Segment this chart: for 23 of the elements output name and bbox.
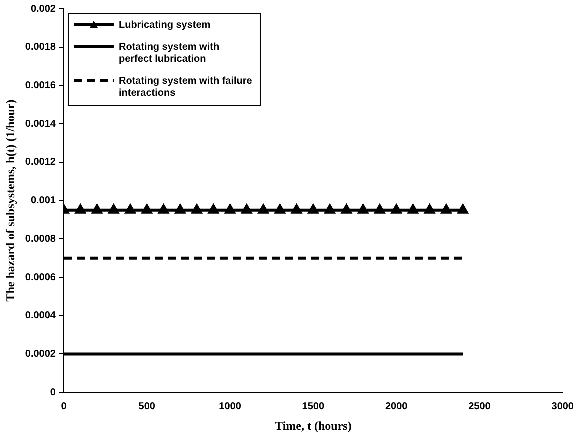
- x-tick-label: 2500: [468, 401, 492, 412]
- x-tick-label: 1000: [219, 401, 242, 412]
- y-tick-label: 0.0016: [25, 80, 56, 92]
- x-tick-label: 1500: [302, 401, 325, 412]
- legend-label: Rotating system with perfect lubrication: [118, 42, 220, 65]
- y-tick-label: 0.0002: [25, 348, 56, 360]
- x-axis-title: Time, t (hours): [275, 418, 352, 433]
- y-tick-label: 0.001: [30, 196, 56, 207]
- x-tick-label: 0: [61, 401, 68, 412]
- legend-label: Rotating system with failure interactions: [118, 76, 253, 99]
- x-tick-label: 2000: [385, 401, 408, 412]
- y-tick-label: 0.0004: [25, 310, 56, 322]
- y-tick-label: 0.0014: [25, 118, 56, 130]
- y-tick-label: 0.0008: [25, 234, 56, 245]
- y-tick-label: 0.0018: [25, 42, 56, 54]
- y-tick-label: 0.0012: [25, 157, 56, 168]
- y-tick-label: 0.0006: [25, 272, 56, 284]
- x-tick-label: 3000: [552, 401, 574, 412]
- y-tick-label: 0.002: [30, 4, 56, 15]
- legend-label: Lubricating system: [118, 20, 211, 31]
- y-axis-title: The hazard of subsystems, h(t) (1/hour): [3, 100, 18, 302]
- x-tick-label: 500: [138, 401, 156, 412]
- y-tick-label: 0: [50, 387, 56, 398]
